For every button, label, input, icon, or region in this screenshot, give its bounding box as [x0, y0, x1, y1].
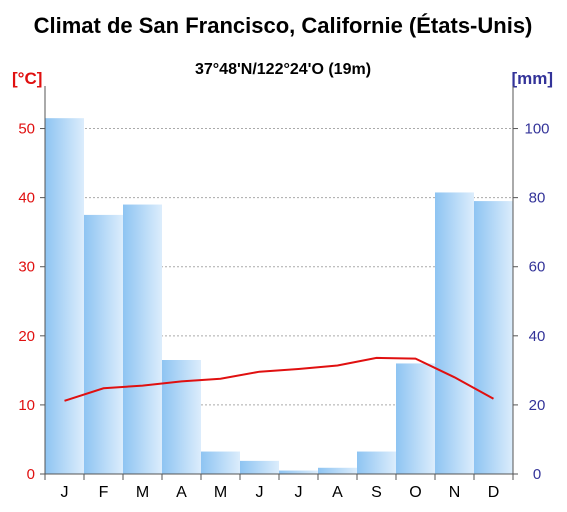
- temperature-line: [64, 356, 494, 402]
- month-label: M: [214, 484, 227, 501]
- month-label: S: [371, 484, 382, 501]
- month-label: D: [488, 484, 500, 501]
- precip-bar-4: [162, 360, 201, 474]
- month-label: M: [136, 484, 149, 501]
- month-label: J: [61, 484, 69, 501]
- tick-labels: 0 10 20 30 40 50 0 20 40 60 80 100 J F M A M J J A S O N D: [18, 121, 549, 501]
- month-label: N: [449, 484, 461, 501]
- left-tick-label: 30: [18, 259, 35, 276]
- left-axis-unit: [°C]: [12, 69, 42, 88]
- precip-bar-12: [474, 201, 513, 474]
- left-tick-label: 20: [18, 328, 35, 345]
- month-label: J: [256, 484, 264, 501]
- precip-bar-7: [279, 470, 318, 474]
- right-tick-label: 0: [533, 466, 541, 483]
- chart-subtitle: 37°48'N/122°24'O (19m): [195, 61, 371, 78]
- right-tick-label: 100: [524, 121, 549, 138]
- precip-bar-11: [435, 192, 474, 475]
- month-label: A: [176, 484, 187, 501]
- precip-bar-1: [45, 118, 84, 474]
- left-tick-label: 0: [27, 466, 35, 483]
- precip-bar-9: [357, 451, 396, 474]
- right-tick-label: 60: [529, 259, 546, 276]
- month-label: F: [99, 484, 109, 501]
- month-label: O: [409, 484, 421, 501]
- chart-title: Climat de San Francisco, Californie (Éta…: [34, 13, 533, 38]
- precip-bar-2: [84, 214, 123, 474]
- precip-bar-6: [240, 460, 279, 474]
- precip-bar-5: [201, 451, 240, 474]
- right-tick-label: 80: [529, 190, 546, 207]
- precip-bar-8: [318, 467, 357, 474]
- right-tick-label: 20: [529, 397, 546, 414]
- month-label: A: [332, 484, 343, 501]
- left-tick-label: 40: [18, 190, 35, 207]
- precip-bar-10: [396, 363, 435, 474]
- left-tick-label: 50: [18, 121, 35, 138]
- precip-bar-3: [123, 204, 162, 474]
- right-axis-unit: [mm]: [511, 69, 553, 88]
- chart-axes: [40, 86, 518, 480]
- month-label: J: [295, 484, 303, 501]
- temperature-line-group: [64, 356, 494, 402]
- right-tick-label: 40: [529, 328, 546, 345]
- left-tick-label: 10: [18, 397, 35, 414]
- precipitation-bars: [45, 118, 513, 475]
